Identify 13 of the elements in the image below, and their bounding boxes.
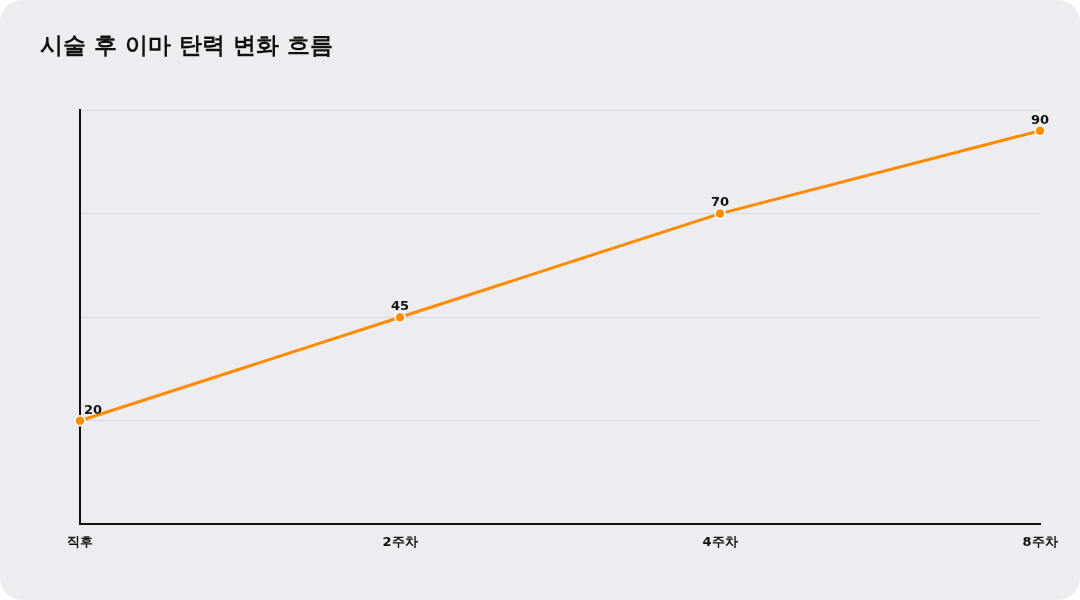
data-label: 45 bbox=[390, 298, 410, 314]
data-label: 90 bbox=[1030, 111, 1050, 127]
point bbox=[394, 311, 406, 323]
chart-title: 시술 후 이마 탄력 변화 흐름 bbox=[40, 31, 334, 60]
data-label: 70 bbox=[710, 194, 730, 210]
data-label: 20 bbox=[84, 401, 103, 417]
point bbox=[714, 207, 726, 220]
x-tick-label: 직후 bbox=[67, 533, 93, 549]
x-tick-label: 2주차 bbox=[382, 533, 418, 549]
point bbox=[1034, 124, 1046, 137]
point bbox=[74, 415, 86, 427]
x-tick-label: 4주차 bbox=[702, 533, 738, 549]
x-tick-label: 8주차 bbox=[1022, 533, 1058, 549]
